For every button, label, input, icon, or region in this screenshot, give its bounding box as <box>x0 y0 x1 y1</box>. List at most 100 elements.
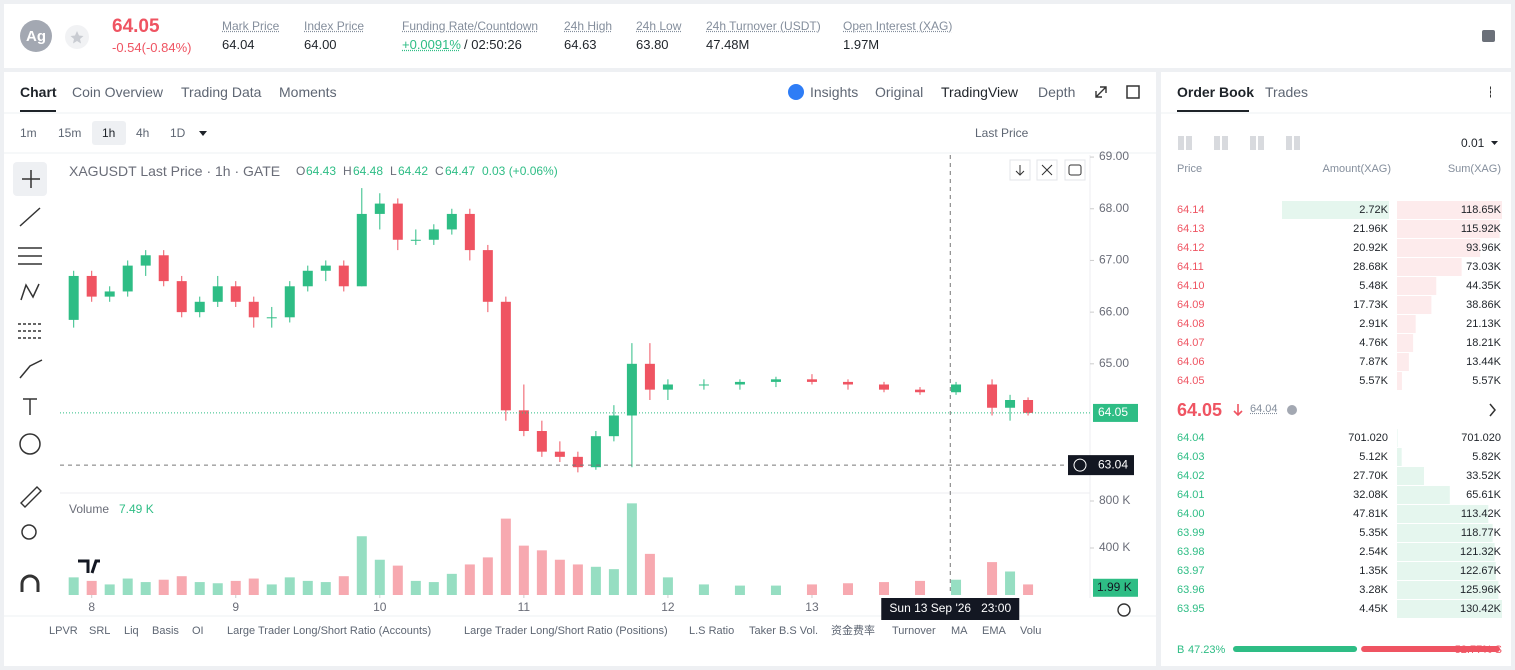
legend-value: 64.48 <box>353 164 384 178</box>
brush-tool[interactable] <box>19 359 43 379</box>
indicator[interactable]: MA <box>951 625 968 637</box>
candle-body <box>572 456 583 468</box>
settings-icon[interactable] <box>1117 603 1131 617</box>
tab[interactable]: Coin Overview <box>72 84 164 100</box>
indicator[interactable]: L.S Ratio <box>689 625 735 637</box>
precision[interactable]: 0.01 <box>1461 136 1485 150</box>
tab[interactable]: Trading Data <box>181 84 262 100</box>
candle-body <box>320 265 331 271</box>
indicator[interactable]: Volu <box>1020 625 1042 637</box>
legend-key: C <box>435 164 444 178</box>
volume-bar <box>302 580 313 595</box>
price-type[interactable]: Last Price <box>975 126 1029 140</box>
scroll-icon[interactable] <box>1015 165 1025 176</box>
insights-icon[interactable] <box>788 84 804 100</box>
ruler-tool[interactable] <box>20 486 42 508</box>
book-sum: 5.57K <box>1472 375 1501 387</box>
layout-icon[interactable] <box>1126 85 1140 99</box>
book-price: 64.07 <box>1177 337 1205 349</box>
reset-icon[interactable] <box>1068 164 1082 176</box>
pattern-tool[interactable] <box>20 283 40 301</box>
indicator[interactable]: SRL <box>89 625 111 637</box>
indicator[interactable]: Large Trader Long/Short Ratio (Positions… <box>464 625 668 637</box>
candle-body <box>608 415 619 437</box>
interval[interactable]: 1h <box>102 126 116 140</box>
indicator[interactable]: EMA <box>982 625 1006 637</box>
interval[interactable]: 15m <box>58 126 82 140</box>
book-tab[interactable]: Order Book <box>1177 84 1255 100</box>
candle-body <box>698 384 709 386</box>
book-amount: 21.96K <box>1353 223 1388 235</box>
book-sum: 5.82K <box>1472 451 1501 463</box>
more-icon[interactable] <box>1490 86 1491 98</box>
volume-bar <box>464 564 475 595</box>
depth-bar <box>1397 543 1495 561</box>
indicator[interactable]: 资金费率 <box>831 625 875 637</box>
tab[interactable]: Moments <box>279 84 337 100</box>
depth-bar <box>1397 353 1409 371</box>
interval[interactable]: 4h <box>136 126 150 140</box>
tab[interactable]: Chart <box>20 84 57 100</box>
depth-bar <box>1397 220 1500 238</box>
book-sum: 44.35K <box>1466 280 1501 292</box>
line-tool[interactable] <box>19 207 41 227</box>
book-price: 64.01 <box>1177 489 1205 501</box>
indicator[interactable]: Turnover <box>892 625 936 637</box>
candle-body <box>951 384 962 393</box>
fullscreen-icon[interactable] <box>1095 86 1107 98</box>
indicator[interactable]: LPVR <box>49 625 78 637</box>
volume-bar <box>104 584 115 595</box>
interval[interactable]: 1m <box>20 126 37 140</box>
volume-bar <box>806 584 817 595</box>
depth-bar <box>1397 505 1489 523</box>
book-layout-icons[interactable] <box>1178 136 1300 150</box>
stat-value: 64.04 <box>222 37 255 52</box>
volume-current: 7.49 K <box>119 502 154 516</box>
menu-icon[interactable] <box>1482 30 1495 42</box>
depth-bar <box>1397 296 1432 314</box>
view-tab[interactable]: TradingView <box>941 84 1019 100</box>
fib-tool[interactable] <box>18 323 42 339</box>
volume-bar <box>284 577 295 595</box>
interval[interactable]: 1D <box>170 126 186 140</box>
magnet-tool[interactable] <box>20 574 40 592</box>
volume-bar <box>410 580 421 595</box>
volume-bar <box>338 576 349 595</box>
book-sum: 33.52K <box>1466 470 1501 482</box>
volume-last-tag <box>1093 578 1138 597</box>
y-tick-label: 66.00 <box>1099 304 1129 318</box>
book-amount: 4.76K <box>1359 337 1388 349</box>
mark-price: 64.04 <box>1250 403 1278 415</box>
view-tab[interactable]: Original <box>875 84 924 100</box>
zoom-tool[interactable] <box>21 524 37 540</box>
indicator[interactable]: Taker B.S Vol. <box>749 625 819 637</box>
volume-bar <box>698 584 709 595</box>
view-tab[interactable]: Insights <box>810 84 859 100</box>
legend-value: 64.43 <box>306 164 337 178</box>
chevron[interactable] <box>1489 403 1496 417</box>
book-sum: 18.21K <box>1466 337 1501 349</box>
collapse-icon[interactable] <box>1041 164 1053 176</box>
volume-bar <box>122 578 133 595</box>
candle-body <box>500 301 511 411</box>
volume-last-label: 1.99 K <box>1097 580 1132 594</box>
book-tab[interactable]: Trades <box>1265 84 1309 100</box>
indicator[interactable]: Basis <box>152 625 179 637</box>
depth-bar <box>1397 562 1496 580</box>
x-tick-label: 10 <box>373 600 387 614</box>
channel-tool[interactable] <box>18 247 42 265</box>
indicator[interactable]: Liq <box>124 625 139 637</box>
x-tick-label: 11 <box>518 600 531 614</box>
view-tab[interactable]: Depth <box>1038 84 1076 100</box>
book-amount: 4.45K <box>1359 603 1388 615</box>
emoji-tool[interactable] <box>19 433 41 455</box>
book-amount: 28.68K <box>1353 261 1388 273</box>
indicator[interactable]: Large Trader Long/Short Ratio (Accounts) <box>227 625 432 637</box>
sell-key: S <box>1494 644 1502 656</box>
candle-body <box>644 363 655 390</box>
book-price: 64.08 <box>1177 318 1205 330</box>
crosshair-tool[interactable] <box>22 170 40 188</box>
volume-bar <box>987 562 998 595</box>
text-tool[interactable] <box>23 398 37 415</box>
indicator[interactable]: OI <box>192 625 204 637</box>
